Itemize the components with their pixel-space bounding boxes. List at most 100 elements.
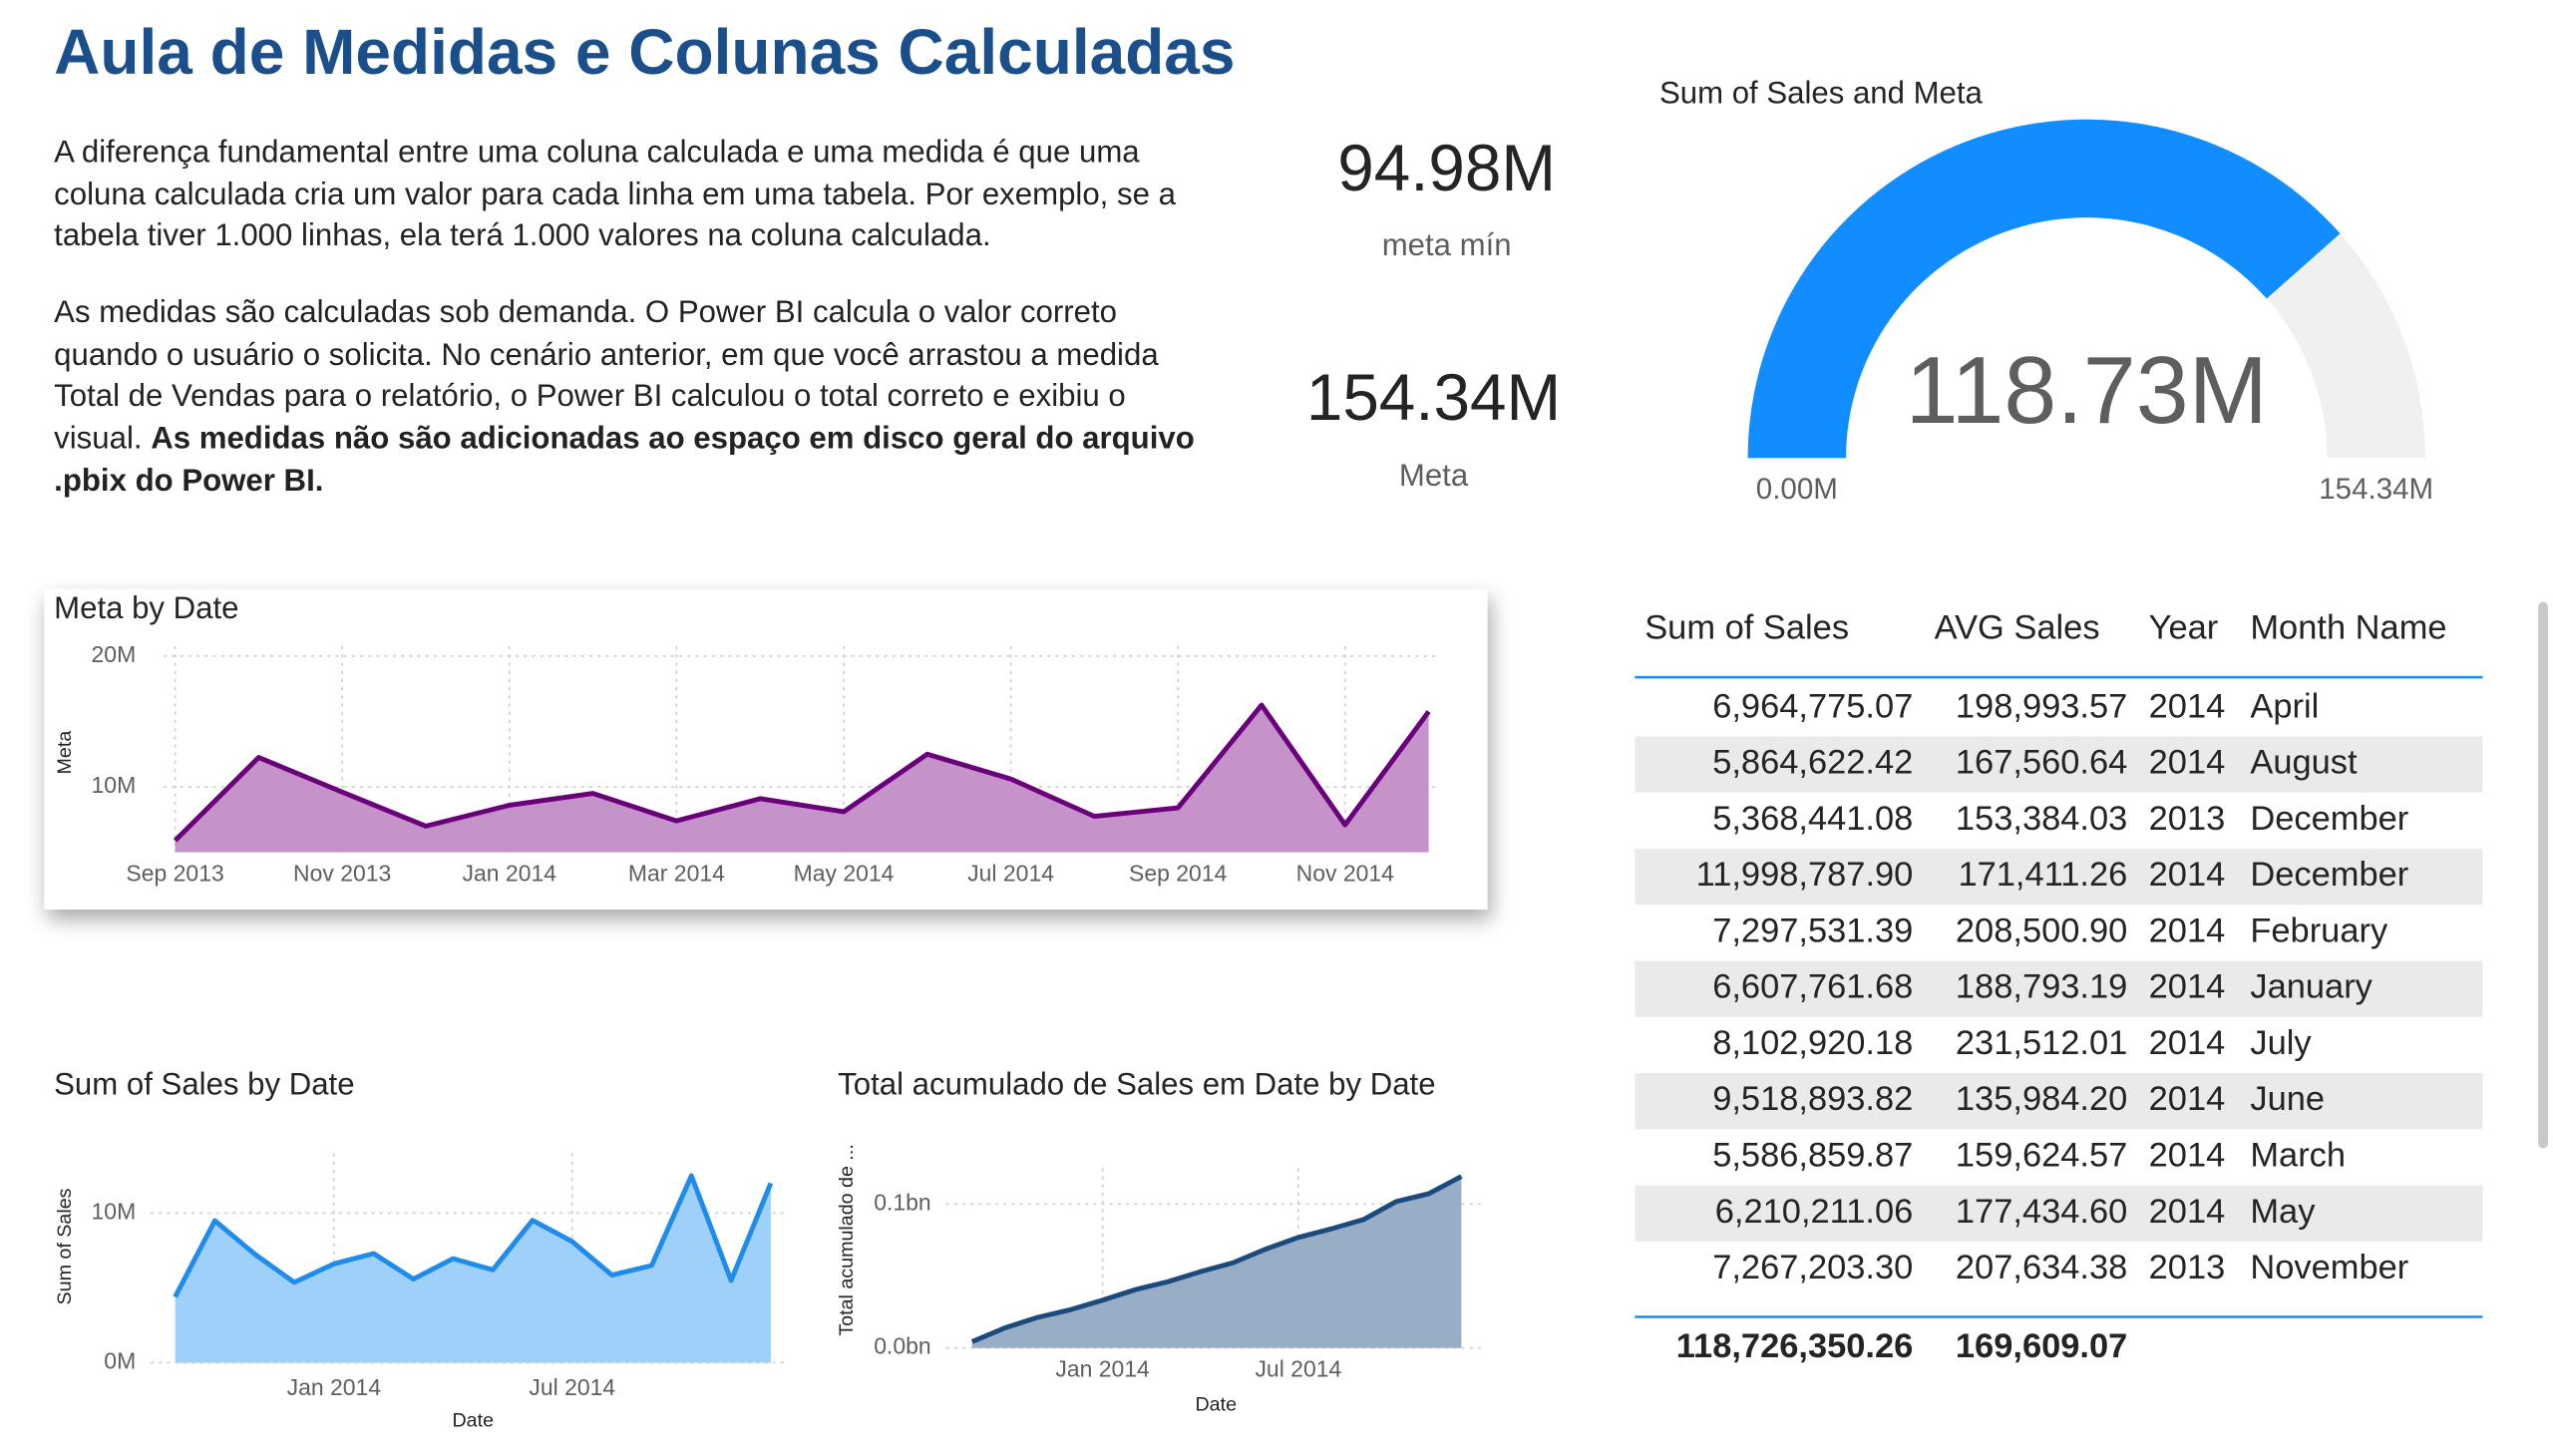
chart-title: Meta by Date bbox=[54, 590, 238, 625]
table-cell: 2014 bbox=[2149, 1024, 2226, 1062]
y-tick-label: 0M bbox=[104, 1348, 136, 1374]
table-header: Sum of Sales bbox=[1644, 609, 1849, 647]
chart-title: Total acumulado de Sales em Date by Date bbox=[838, 1066, 1435, 1101]
table-cell: 2014 bbox=[2149, 1193, 2226, 1231]
y-axis-label: Total acumulado de ... bbox=[836, 1144, 858, 1335]
table-cell: 198,993.57 bbox=[1956, 687, 2127, 725]
table-cell: 2014 bbox=[2149, 744, 2226, 782]
x-tick-label: Nov 2013 bbox=[293, 861, 391, 887]
x-tick-label: Jan 2014 bbox=[287, 1374, 382, 1400]
y-tick-label: 0.1bn bbox=[874, 1189, 930, 1215]
gauge-value-label: 118.73M bbox=[1906, 338, 2268, 444]
gauge-min-label: 0.00M bbox=[1756, 473, 1838, 506]
table-header: Month Name bbox=[2250, 609, 2446, 647]
x-tick-label: Sep 2013 bbox=[126, 861, 223, 887]
table-cell: 231,512.01 bbox=[1956, 1024, 2127, 1062]
table-cell: 171,411.26 bbox=[1958, 856, 2127, 894]
table-cell: December bbox=[2250, 800, 2408, 838]
row-stripe bbox=[1635, 1073, 2483, 1130]
table-cell: 9,518,893.82 bbox=[1712, 1080, 1913, 1118]
table-cell: 7,267,203.30 bbox=[1712, 1249, 1913, 1286]
paragraph-text: As medidas são calculadas sob demanda. O… bbox=[54, 295, 1159, 457]
x-axis-label: Date bbox=[452, 1410, 494, 1432]
table-cell: May bbox=[2250, 1193, 2316, 1231]
page-title: Aula de Medidas e Colunas Calculadas bbox=[54, 18, 1236, 89]
table-cell: 5,368,441.08 bbox=[1712, 800, 1913, 838]
area bbox=[971, 1176, 1462, 1348]
table-cell: 8,102,920.18 bbox=[1712, 1024, 1913, 1062]
x-tick-label: May 2014 bbox=[794, 861, 895, 887]
line bbox=[970, 1174, 1463, 1344]
table-cell: January bbox=[2250, 968, 2372, 1006]
table-cell: 2014 bbox=[2149, 968, 2226, 1006]
chart-title: Sum of Sales by Date bbox=[54, 1066, 354, 1101]
table-cell: 177,434.60 bbox=[1956, 1193, 2127, 1231]
table-cell: 2014 bbox=[2149, 911, 2226, 949]
table-cell: June bbox=[2250, 1080, 2325, 1118]
table-cell: 6,964,775.07 bbox=[1712, 687, 1913, 725]
line bbox=[173, 1173, 774, 1298]
x-tick-label: Jan 2014 bbox=[1055, 1356, 1150, 1382]
area bbox=[175, 1175, 771, 1363]
y-tick-label: 10M bbox=[92, 772, 137, 798]
line bbox=[173, 702, 1431, 843]
x-tick-label: Jul 2014 bbox=[967, 861, 1054, 887]
paragraph: A diferença fundamental entre uma coluna… bbox=[54, 136, 1176, 254]
table-cell: 188,793.19 bbox=[1956, 968, 2127, 1006]
card-value: 94.98M bbox=[1337, 132, 1556, 204]
table-cell: 207,634.38 bbox=[1956, 1249, 2127, 1286]
y-axis-label: Sum of Sales bbox=[54, 1188, 76, 1304]
y-tick-label: 20M bbox=[92, 641, 137, 667]
table-cell: 153,384.03 bbox=[1956, 800, 2127, 838]
table-cell: February bbox=[2250, 911, 2388, 949]
x-tick-label: Mar 2014 bbox=[628, 861, 725, 887]
card-value: 154.34M bbox=[1306, 361, 1561, 434]
row-stripe bbox=[1635, 736, 2483, 793]
row-stripe bbox=[1635, 960, 2483, 1017]
x-tick-label: Sep 2014 bbox=[1129, 861, 1228, 887]
x-tick-label: Jan 2014 bbox=[463, 861, 557, 887]
table-cell: March bbox=[2250, 1137, 2346, 1175]
table-cell: November bbox=[2250, 1249, 2408, 1286]
table-cell: April bbox=[2250, 687, 2319, 725]
scrollbar bbox=[2538, 601, 2549, 1149]
card-label: meta mín bbox=[1382, 227, 1512, 262]
y-tick-label: 10M bbox=[92, 1199, 137, 1225]
table-cell: December bbox=[2250, 856, 2408, 894]
x-tick-label: Nov 2014 bbox=[1296, 861, 1395, 887]
table-total: 169,609.07 bbox=[1956, 1327, 2127, 1365]
card-label: Meta bbox=[1399, 458, 1469, 493]
y-tick-label: 0.0bn bbox=[874, 1333, 930, 1359]
table-cell: 2014 bbox=[2149, 687, 2226, 725]
table-cell: 5,864,622.42 bbox=[1712, 744, 1913, 782]
table-cell: 167,560.64 bbox=[1956, 744, 2127, 782]
table-cell: 2014 bbox=[2149, 856, 2226, 894]
table-cell: 11,998,787.90 bbox=[1696, 856, 1914, 894]
table-header: Year bbox=[2149, 609, 2219, 647]
x-axis-label: Date bbox=[1195, 1393, 1237, 1415]
table-cell: 6,607,761.68 bbox=[1712, 968, 1913, 1006]
gauge-max-label: 154.34M bbox=[2319, 473, 2433, 506]
table-cell: August bbox=[2250, 744, 2358, 782]
table-cell: 5,586,859.87 bbox=[1712, 1137, 1913, 1175]
x-tick-label: Jul 2014 bbox=[529, 1374, 615, 1400]
paragraph-bold: As medidas não são adicionadas ao espaço… bbox=[54, 422, 1195, 500]
table-cell: 208,500.90 bbox=[1956, 911, 2127, 949]
table-cell: 2013 bbox=[2149, 800, 2226, 838]
table-cell: July bbox=[2250, 1024, 2312, 1062]
paragraph: As medidas são calculadas sob demanda. O… bbox=[54, 293, 1208, 504]
table-cell: 2014 bbox=[2149, 1080, 2226, 1118]
row-stripe bbox=[1635, 1185, 2483, 1242]
table-cell: 2014 bbox=[2149, 1137, 2226, 1175]
x-tick-label: Jul 2014 bbox=[1255, 1356, 1341, 1382]
table-cell: 7,297,531.39 bbox=[1712, 911, 1913, 949]
chart-title: Sum of Sales and Meta bbox=[1659, 75, 1984, 110]
row-stripe bbox=[1635, 848, 2483, 906]
table-total: 118,726,350.26 bbox=[1676, 1327, 1914, 1365]
table-cell: 2013 bbox=[2149, 1249, 2226, 1286]
table-cell: 159,624.57 bbox=[1956, 1137, 2127, 1175]
table-cell: 135,984.20 bbox=[1956, 1080, 2127, 1118]
